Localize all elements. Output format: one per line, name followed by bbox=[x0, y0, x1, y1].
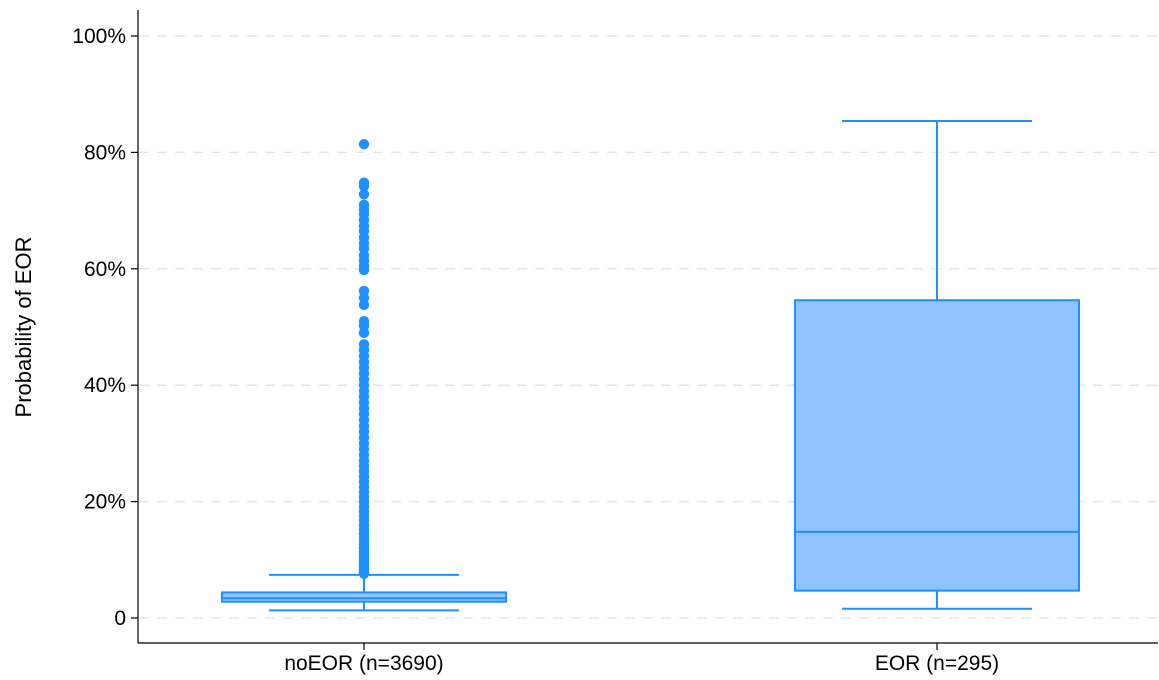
y-tick-label: 80% bbox=[84, 141, 126, 164]
box-group bbox=[221, 139, 507, 612]
x-tick-labels: noEOR (n=3690) EOR (n=295) bbox=[284, 652, 999, 675]
y-tick-label: 20% bbox=[84, 491, 126, 514]
box-group bbox=[794, 119, 1080, 610]
y-tick-labels: 0 20% 40% 60% 80% 100% bbox=[72, 25, 126, 630]
outlier-point bbox=[358, 177, 370, 188]
outlier-point bbox=[358, 139, 370, 150]
y-axis-title: Probability of EOR bbox=[11, 237, 36, 418]
x-tick-label: noEOR (n=3690) bbox=[284, 652, 443, 675]
outlier-point bbox=[358, 189, 370, 200]
outlier-point bbox=[358, 315, 370, 327]
y-tick-label: 60% bbox=[84, 258, 126, 281]
outlier-point bbox=[358, 199, 370, 210]
iqr-box bbox=[794, 299, 1080, 592]
y-tick-label: 40% bbox=[84, 374, 126, 397]
axes bbox=[131, 10, 1158, 650]
y-tick-label: 100% bbox=[72, 25, 126, 48]
outlier-point bbox=[358, 339, 370, 350]
outlier-point bbox=[358, 285, 370, 297]
x-tick-label: EOR (n=295) bbox=[875, 652, 999, 675]
gridlines bbox=[139, 35, 1158, 619]
iqr-box bbox=[221, 591, 507, 603]
y-tick-label: 0 bbox=[114, 607, 126, 630]
boxes bbox=[221, 119, 1080, 612]
